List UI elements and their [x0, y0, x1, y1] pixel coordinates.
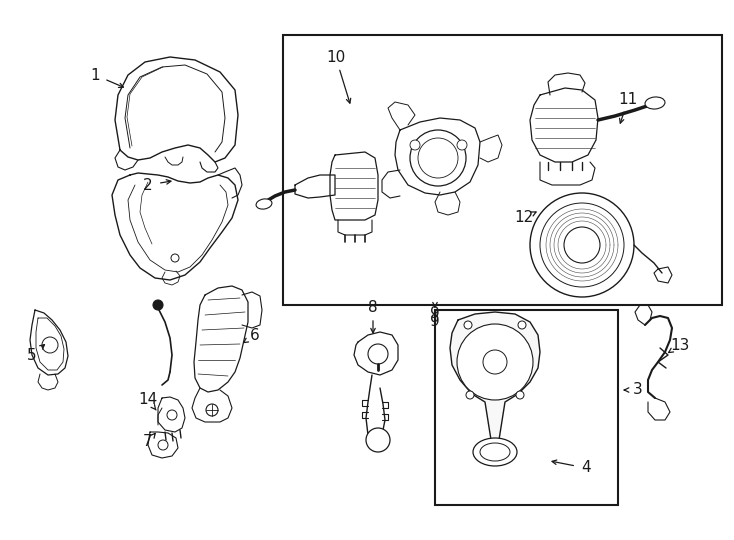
- Circle shape: [564, 227, 600, 263]
- Circle shape: [540, 203, 624, 287]
- Polygon shape: [395, 118, 480, 195]
- Text: 12: 12: [515, 211, 534, 226]
- Polygon shape: [654, 267, 672, 283]
- Polygon shape: [450, 312, 540, 465]
- Text: 10: 10: [327, 51, 346, 65]
- Circle shape: [366, 428, 390, 452]
- Text: 11: 11: [618, 92, 638, 107]
- Bar: [435, 310, 618, 505]
- Polygon shape: [112, 173, 238, 280]
- Circle shape: [167, 410, 177, 420]
- Polygon shape: [115, 57, 238, 162]
- Circle shape: [410, 130, 466, 186]
- Circle shape: [518, 321, 526, 329]
- Text: 14: 14: [139, 393, 158, 408]
- Text: 4: 4: [581, 461, 591, 476]
- Polygon shape: [148, 432, 178, 458]
- Circle shape: [483, 350, 507, 374]
- Polygon shape: [30, 310, 68, 375]
- Circle shape: [368, 344, 388, 364]
- Circle shape: [206, 404, 218, 416]
- Text: 13: 13: [670, 338, 690, 353]
- Polygon shape: [295, 175, 335, 198]
- Text: 5: 5: [27, 348, 37, 362]
- Circle shape: [418, 138, 458, 178]
- Circle shape: [457, 140, 467, 150]
- Text: 9: 9: [430, 314, 440, 329]
- Text: 6: 6: [250, 327, 260, 342]
- Circle shape: [410, 140, 420, 150]
- Text: 3: 3: [633, 382, 643, 397]
- Circle shape: [530, 193, 634, 297]
- Text: 2: 2: [143, 178, 153, 192]
- Ellipse shape: [256, 199, 272, 209]
- Text: 1: 1: [90, 68, 100, 83]
- Polygon shape: [530, 88, 598, 162]
- Circle shape: [158, 440, 168, 450]
- Circle shape: [516, 391, 524, 399]
- Polygon shape: [330, 152, 378, 220]
- Circle shape: [466, 391, 474, 399]
- Polygon shape: [354, 332, 398, 375]
- Text: 9: 9: [430, 307, 440, 321]
- Ellipse shape: [473, 438, 517, 466]
- Circle shape: [464, 321, 472, 329]
- Polygon shape: [158, 397, 185, 432]
- Polygon shape: [194, 286, 248, 392]
- Ellipse shape: [645, 97, 665, 109]
- Ellipse shape: [480, 443, 510, 461]
- Text: 7: 7: [143, 435, 153, 449]
- Circle shape: [457, 324, 533, 400]
- Circle shape: [153, 300, 163, 310]
- Text: 8: 8: [368, 300, 378, 315]
- Bar: [283, 35, 722, 305]
- Circle shape: [171, 254, 179, 262]
- Circle shape: [42, 337, 58, 353]
